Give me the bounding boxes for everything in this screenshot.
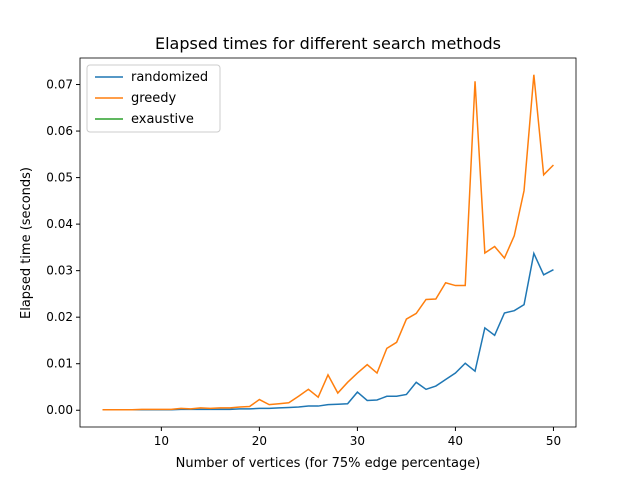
x-tick-label: 10 [154,434,169,448]
legend-label: randomized [131,70,208,85]
y-tick-label: 0.03 [46,264,73,278]
y-tick-label: 0.05 [46,171,73,185]
y-tick-label: 0.00 [46,403,73,417]
x-axis-label: Number of vertices (for 75% edge percent… [176,456,481,471]
plot-frame [79,57,577,428]
legend-box [86,64,221,133]
x-tick-label: 50 [546,434,561,448]
y-tick-label: 0.07 [46,78,73,92]
y-tick-label: 0.02 [46,310,73,324]
line-series [102,74,554,411]
y-tick-label: 0.01 [46,357,73,371]
x-tick-label: 40 [448,434,463,448]
x-tick-label: 20 [252,434,267,448]
y-tick-label: 0.04 [46,217,73,231]
legend-label: greedy [131,91,177,106]
y-tick-label: 0.06 [46,124,73,138]
legend-label: exaustive [131,112,194,127]
y-axis-label: Elapsed time (seconds) [19,167,34,319]
x-tick-label: 30 [350,434,365,448]
line-series [102,250,554,411]
chart-title: Elapsed times for different search metho… [155,34,501,53]
